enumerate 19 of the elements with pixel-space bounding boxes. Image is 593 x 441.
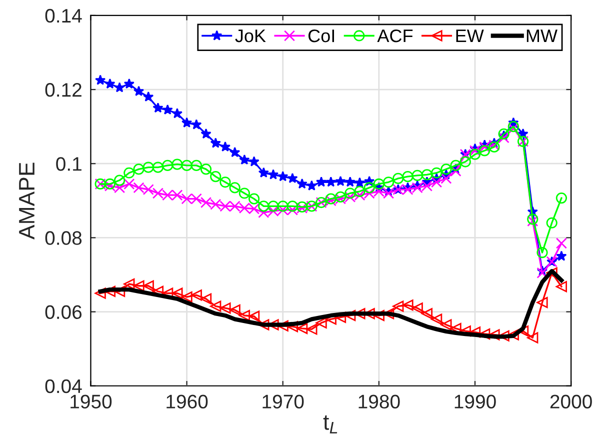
x-tick-label: 2000 — [550, 394, 592, 408]
legend-label: EW — [456, 30, 484, 42]
y-axis-title: AMAPE — [19, 162, 34, 240]
y-tick-label: 0.14 — [45, 8, 82, 23]
x-axis-title: t$_{L}$ — [323, 415, 338, 434]
legend-label: CoI — [308, 29, 334, 42]
legend-label: ACF — [377, 29, 413, 42]
y-tick-label: 0.12 — [45, 82, 82, 97]
y-tick-label: 0.08 — [45, 231, 82, 245]
x-tick-label: 1990 — [454, 394, 496, 408]
legend-label: JoK — [235, 30, 266, 42]
y-tick-label: 0.06 — [45, 305, 82, 320]
x-tick-label: 1970 — [262, 394, 304, 408]
y-tick-label: 0.1 — [56, 157, 82, 171]
x-tick-label: 1980 — [358, 394, 400, 408]
x-tick-label: 1950 — [70, 394, 112, 408]
x-tick-label: 1960 — [166, 394, 208, 408]
legend-label: MW — [526, 30, 558, 42]
y-tick-label: 0.04 — [45, 379, 82, 394]
